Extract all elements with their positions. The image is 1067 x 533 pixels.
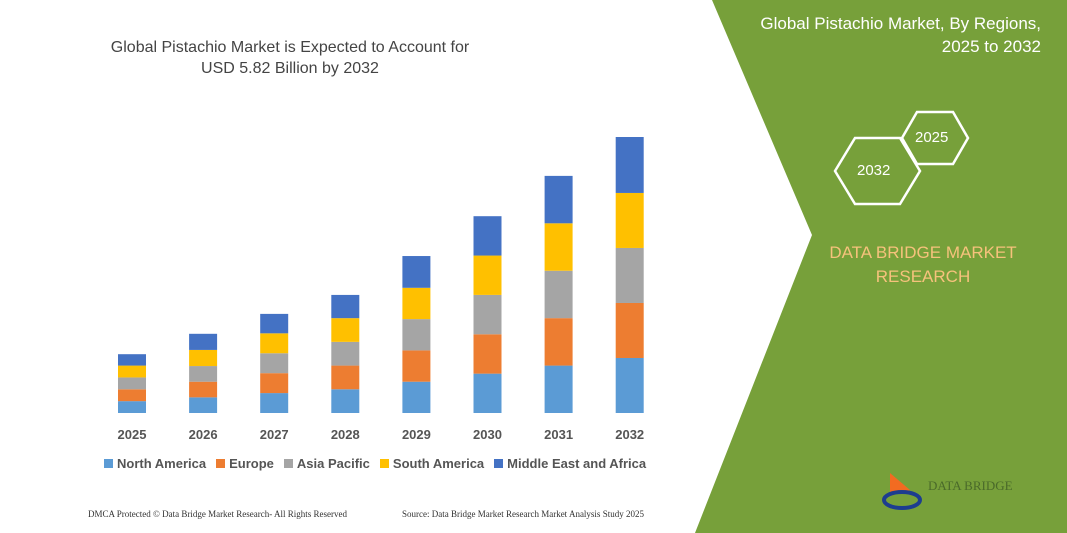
legend-label: North America bbox=[117, 456, 207, 471]
bar-2027-north-america bbox=[260, 393, 289, 413]
x-tick-label: 2031 bbox=[544, 427, 573, 442]
legend-label: Middle East and Africa bbox=[507, 456, 647, 471]
bar-2028-south-america bbox=[331, 318, 360, 342]
bar-2027-middle-east-and-africa bbox=[260, 313, 289, 334]
legend-swatch bbox=[283, 459, 293, 468]
footer-copyright: DMCA Protected © Data Bridge Market Rese… bbox=[88, 509, 348, 519]
bar-2031-middle-east-and-africa bbox=[544, 175, 573, 224]
bar-2025-south-america bbox=[118, 365, 146, 378]
legend-label: Europe bbox=[229, 456, 274, 471]
bar-2025-middle-east-and-africa bbox=[118, 354, 146, 366]
panel-title: Global Pistachio Market, By Regions, 2025… bbox=[760, 14, 1041, 56]
x-tick-label: 2025 bbox=[118, 427, 147, 442]
bar-2027-south-america bbox=[260, 333, 289, 354]
legend-swatch bbox=[494, 459, 504, 468]
bar-2030-asia-pacific bbox=[473, 294, 502, 335]
bar-2028-middle-east-and-africa bbox=[331, 294, 360, 319]
bar-2031-asia-pacific bbox=[544, 270, 573, 319]
x-tick-label: 2030 bbox=[473, 427, 502, 442]
brand-text: DATA BRIDGE MARKET RESEARCH bbox=[829, 243, 1017, 286]
legend-swatch bbox=[379, 459, 389, 468]
bar-2029-europe bbox=[402, 350, 431, 382]
bar-2030-middle-east-and-africa bbox=[473, 216, 502, 256]
bar-2025-europe bbox=[118, 389, 146, 402]
footer-source: Source: Data Bridge Market Research Mark… bbox=[402, 509, 644, 519]
hex-label-2025: 2025 bbox=[915, 129, 949, 146]
bar-2030-north-america bbox=[473, 373, 502, 413]
bar-2028-asia-pacific bbox=[331, 341, 360, 366]
bar-2026-north-america bbox=[189, 397, 218, 413]
legend-label: Asia Pacific bbox=[296, 456, 370, 471]
bar-2031-north-america bbox=[544, 365, 573, 413]
legend-item: North America bbox=[104, 456, 206, 471]
x-tick-label: 2028 bbox=[331, 427, 360, 442]
bar-2027-asia-pacific bbox=[260, 353, 289, 374]
legend-item: Europe bbox=[216, 456, 274, 471]
legend-item: South America bbox=[379, 456, 485, 471]
x-tick-label: 2029 bbox=[402, 427, 431, 442]
bar-2032-middle-east-and-africa bbox=[615, 137, 644, 193]
legend-swatch bbox=[104, 459, 113, 468]
bar-2029-asia-pacific bbox=[402, 319, 431, 351]
bar-2029-south-america bbox=[402, 287, 431, 320]
bar-2030-south-america bbox=[473, 255, 502, 295]
legend-item: Middle East and Africa bbox=[494, 456, 646, 471]
data-bridge-logo: DATA BRIDGE bbox=[882, 473, 1013, 510]
hex-label-2032: 2032 bbox=[857, 162, 891, 179]
bar-2026-asia-pacific bbox=[189, 366, 218, 382]
bar-2031-europe bbox=[544, 318, 573, 366]
bar-2032-south-america bbox=[615, 192, 644, 248]
bar-2029-middle-east-and-africa bbox=[402, 256, 431, 288]
bar-2028-north-america bbox=[331, 389, 360, 413]
bar-2029-north-america bbox=[402, 381, 431, 413]
hexagon-2025 bbox=[900, 110, 970, 166]
bar-2032-north-america bbox=[615, 357, 644, 413]
x-tick-label: 2026 bbox=[189, 427, 218, 442]
bar-2030-europe bbox=[473, 334, 502, 374]
bar-2032-asia-pacific bbox=[615, 247, 644, 303]
bar-2032-europe bbox=[615, 302, 644, 358]
legend: North America Europe Asia Pacific South Ame… bbox=[104, 456, 646, 471]
bar-2026-middle-east-and-africa bbox=[189, 333, 218, 350]
x-tick-label: 2027 bbox=[260, 427, 289, 442]
bar-2025-asia-pacific bbox=[118, 377, 146, 390]
stacked-bar-chart: 2025 2026 2027 2028 2029 2030 2031 2032 bbox=[118, 137, 644, 442]
legend-label: South America bbox=[392, 456, 485, 471]
legend-item: Asia Pacific bbox=[283, 456, 370, 471]
x-tick-label: 2032 bbox=[615, 427, 644, 442]
hexagon-2032 bbox=[833, 136, 922, 206]
bar-2026-south-america bbox=[189, 349, 218, 367]
bar-2031-south-america bbox=[544, 223, 573, 271]
bar-2025-north-america bbox=[118, 401, 146, 413]
bar-2028-europe bbox=[331, 365, 360, 390]
bar-2026-europe bbox=[189, 381, 218, 398]
legend-swatch bbox=[216, 459, 226, 468]
chart-title: Global Pistachio Market is Expected to A… bbox=[110, 39, 470, 77]
svg-text:DATA BRIDGE: DATA BRIDGE bbox=[928, 478, 1013, 493]
bar-2027-europe bbox=[260, 373, 289, 394]
